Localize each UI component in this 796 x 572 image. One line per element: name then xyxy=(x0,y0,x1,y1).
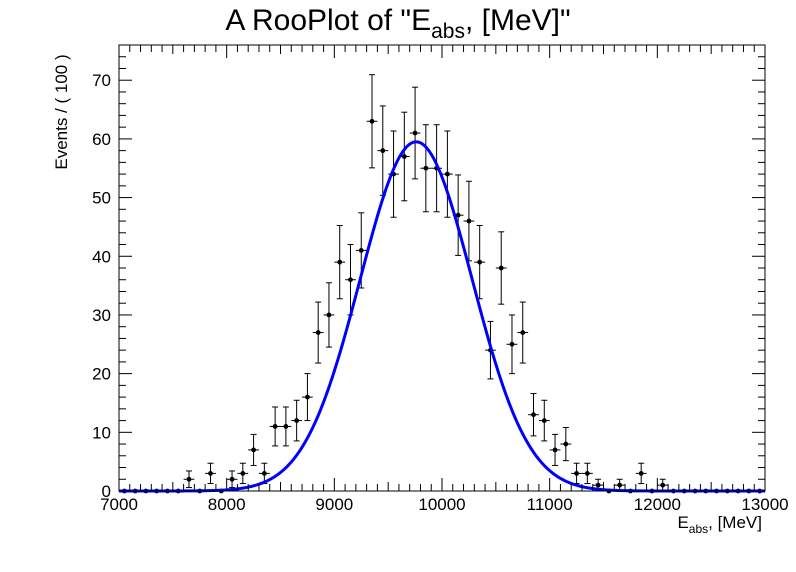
chart-title-tail: , [MeV]" xyxy=(465,4,571,37)
point-marker xyxy=(563,441,569,447)
point-marker xyxy=(358,247,364,253)
point-marker xyxy=(337,259,343,265)
point-marker xyxy=(423,165,429,171)
data-point xyxy=(205,462,216,485)
x-tick-label: 8000 xyxy=(208,495,246,514)
point-marker xyxy=(498,265,504,271)
data-point xyxy=(291,399,303,442)
point-marker xyxy=(326,312,332,318)
point-marker xyxy=(412,130,418,136)
data-point xyxy=(560,426,572,462)
x-tick-label: 10000 xyxy=(418,495,465,514)
point-marker xyxy=(660,482,666,488)
y-tick-label: 20 xyxy=(92,365,111,384)
point-marker xyxy=(294,418,300,423)
x-tick-label: 9000 xyxy=(315,495,353,514)
chart-title-sub: abs xyxy=(431,20,465,43)
chart-title: A RooPlot of "Eabs, [MeV]" xyxy=(225,4,570,43)
x-tick-label: 13000 xyxy=(741,495,788,514)
y-tick-label: 0 xyxy=(102,482,111,501)
x-tick-label: 11000 xyxy=(527,495,573,514)
point-marker xyxy=(477,259,483,265)
y-tick-label: 30 xyxy=(92,306,111,325)
data-point xyxy=(248,433,259,466)
y-tick-label: 50 xyxy=(92,189,111,208)
data-point xyxy=(506,314,518,375)
data-point xyxy=(183,470,195,489)
data-point xyxy=(420,124,432,213)
y-tick-label: 10 xyxy=(92,423,111,442)
data-point xyxy=(409,86,421,180)
point-marker xyxy=(380,148,386,154)
point-marker xyxy=(574,470,579,476)
point-marker xyxy=(186,476,192,482)
point-marker xyxy=(240,470,246,476)
point-marker xyxy=(531,412,536,418)
chart-title-main: A RooPlot of "E xyxy=(225,4,431,37)
x-axis-title-sub: abs xyxy=(689,522,708,536)
data-point xyxy=(463,180,475,262)
point-marker xyxy=(229,476,235,482)
data-point xyxy=(269,406,281,447)
x-axis-title: Eabs, [MeV] xyxy=(677,513,762,536)
x-axis-title-main: E xyxy=(677,513,688,532)
data-point xyxy=(474,224,486,300)
point-marker xyxy=(617,482,623,488)
point-marker xyxy=(509,341,515,347)
data-point xyxy=(280,406,292,447)
point-marker xyxy=(444,171,450,177)
data-point xyxy=(538,399,550,442)
x-tick-label: 7000 xyxy=(100,495,138,514)
y-tick-label: 60 xyxy=(92,130,111,149)
point-marker xyxy=(261,470,267,476)
data-point xyxy=(635,462,647,485)
data-point xyxy=(312,301,324,364)
point-marker xyxy=(638,470,644,476)
point-marker xyxy=(466,218,472,224)
data-point xyxy=(258,462,270,485)
axis-layer: 7000 8000 9000 10000 11000 12000 13000 0 10 20 30 4… xyxy=(92,44,789,514)
point-marker xyxy=(541,418,547,423)
x-axis-title-tail: , [MeV] xyxy=(708,513,762,532)
point-marker xyxy=(251,447,256,453)
point-marker xyxy=(348,277,353,283)
data-point xyxy=(366,74,378,169)
data-point xyxy=(334,224,346,300)
data-point xyxy=(517,301,529,364)
point-marker xyxy=(208,470,213,476)
data-point xyxy=(581,462,593,485)
y-tick-label: 40 xyxy=(92,247,111,266)
x-tick-label: 12000 xyxy=(634,495,681,514)
y-tick-label: 70 xyxy=(92,71,111,90)
data-point xyxy=(323,282,335,348)
point-marker xyxy=(595,482,601,488)
data-point xyxy=(442,130,453,218)
point-marker xyxy=(401,154,407,159)
point-marker xyxy=(283,424,289,429)
data-point xyxy=(549,433,561,466)
point-marker xyxy=(305,394,310,400)
data-point xyxy=(495,231,507,305)
point-marker xyxy=(455,212,461,218)
point-marker xyxy=(272,424,278,429)
y-axis-title: Events / ( 100 ) xyxy=(52,54,71,169)
data-point xyxy=(237,462,249,485)
data-point xyxy=(302,373,313,422)
point-marker xyxy=(315,330,321,335)
point-marker xyxy=(520,330,526,335)
point-marker xyxy=(552,447,558,453)
data-point xyxy=(528,393,539,437)
point-marker xyxy=(369,118,375,124)
point-marker xyxy=(584,470,590,476)
data-point xyxy=(226,470,238,489)
